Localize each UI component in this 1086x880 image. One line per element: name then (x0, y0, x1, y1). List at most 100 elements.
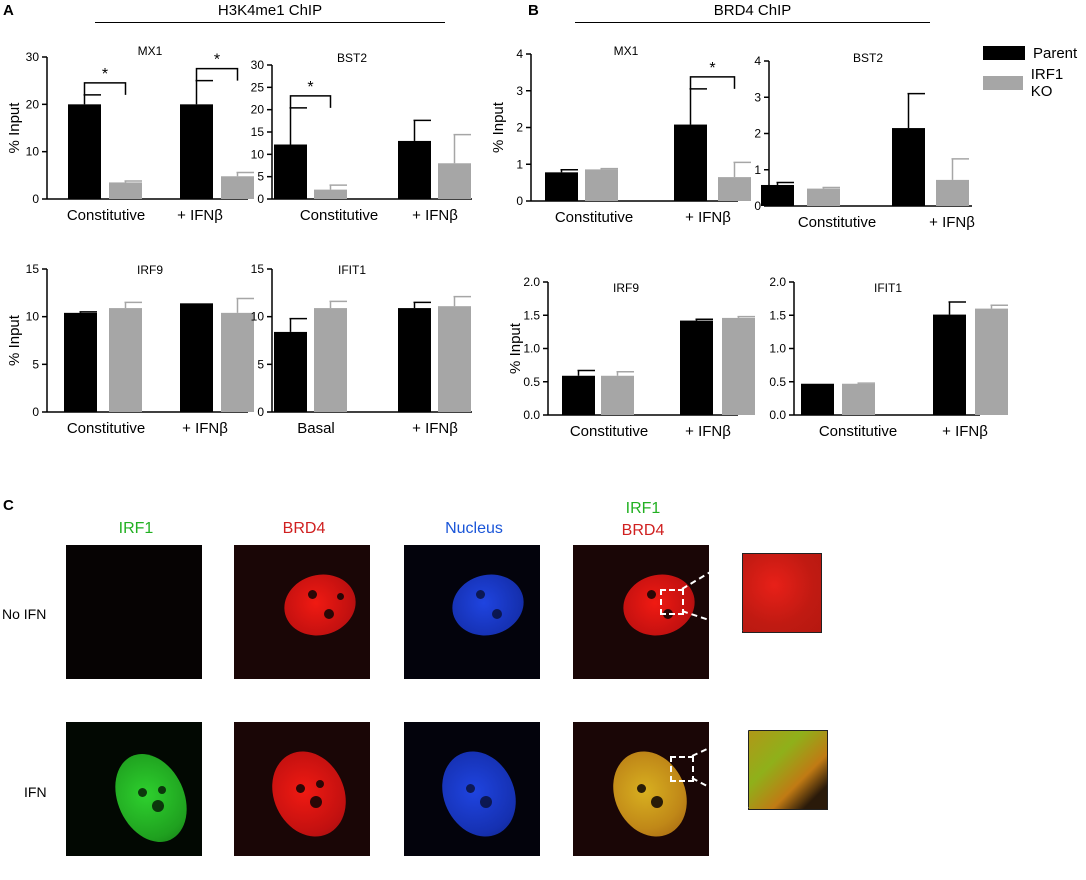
y-tick-label: 5 (32, 357, 39, 371)
chart-title: BST2 (337, 51, 367, 65)
bar (975, 308, 1008, 415)
col-label-nucleus: Nucleus (445, 520, 503, 537)
x-category-label: Constitutive (555, 209, 633, 226)
nucleolus (316, 780, 324, 788)
nucleolus (296, 784, 305, 793)
x-category-label: Constitutive (67, 420, 145, 437)
image-ifn-merge (573, 722, 709, 856)
y-tick-label: 5 (257, 170, 264, 184)
y-tick-label: 4 (516, 47, 523, 61)
significance-bracket (195, 67, 239, 81)
y-tick-label: 1.0 (523, 342, 540, 356)
panel-label-c: C (3, 497, 14, 514)
bar (562, 375, 595, 415)
bar (398, 308, 431, 412)
y-tick-label: 0.5 (523, 375, 540, 389)
panel-a-title: H3K4me1 ChIP (217, 2, 323, 19)
panel-b-title-line (575, 22, 930, 23)
y-tick-label: 1.0 (769, 342, 786, 356)
zoom-region-box (670, 756, 694, 782)
significance-bracket (689, 76, 736, 89)
nucleolus (152, 800, 164, 812)
significance-bracket (83, 82, 127, 95)
y-tick-label: 30 (251, 58, 265, 72)
x-category-label: + IFNβ (412, 207, 458, 224)
legend-swatch-irf1-ko (983, 76, 1023, 90)
panel-label-a: A (3, 2, 14, 19)
nucleolus (308, 590, 317, 599)
y-tick-label: 2 (516, 121, 523, 135)
nucleolus (310, 796, 322, 808)
col-label-merge-irf1: IRF1 (625, 500, 661, 517)
y-tick-label: 3 (754, 90, 761, 104)
col-label-merge-brd4: BRD4 (621, 522, 665, 539)
y-tick-label: 2.0 (769, 275, 786, 289)
y-tick-label: 1 (754, 163, 761, 177)
bar (801, 383, 834, 415)
chart-title: MX1 (138, 44, 163, 58)
panel-a-title-line (95, 22, 445, 23)
bar (438, 163, 471, 199)
bar (68, 104, 101, 199)
y-tick-label: 20 (26, 97, 40, 111)
significance-star: * (214, 52, 220, 69)
col-label-irf1: IRF1 (118, 520, 154, 537)
bar (718, 177, 751, 201)
inset-noifn-zoom (742, 553, 822, 633)
col-label-brd4: BRD4 (282, 520, 326, 537)
bar (601, 375, 634, 415)
nucleolus (158, 786, 166, 794)
x-category-label: + IFNβ (182, 420, 228, 437)
nucleus-shape (428, 739, 530, 849)
y-tick-label: 10 (26, 145, 40, 159)
legend-label-irf1-ko: IRF1 KO (1030, 66, 1064, 100)
x-category-label: Constitutive (798, 214, 876, 231)
x-category-label: + IFNβ (412, 420, 458, 437)
y-tick-label: 2 (754, 127, 761, 141)
panel-label-b: B (528, 2, 539, 19)
image-noifn-merge (573, 545, 709, 679)
nucleolus (651, 796, 663, 808)
y-tick-label: 15 (251, 125, 265, 139)
chart-title: BST2 (853, 51, 883, 65)
x-category-label: Constitutive (570, 423, 648, 440)
nucleolus (492, 609, 502, 619)
legend-item-parent: Parent (983, 38, 1086, 68)
y-tick-label: 15 (26, 262, 40, 276)
bar (180, 303, 213, 412)
bar (842, 383, 875, 415)
chart-title: MX1 (614, 44, 639, 58)
nucleolus (324, 609, 334, 619)
image-ifn-irf1 (66, 722, 202, 856)
bar (274, 331, 307, 412)
zoom-region-box (660, 589, 684, 615)
y-axis-label: % Input (6, 102, 23, 154)
y-tick-label: 0.0 (523, 408, 540, 422)
y-tick-label: 0.5 (769, 375, 786, 389)
chart-title: IFIT1 (338, 263, 366, 277)
y-tick-label: 1.5 (769, 308, 786, 322)
significance-star: * (102, 66, 108, 83)
bar (585, 169, 618, 201)
nucleolus (647, 590, 656, 599)
nucleolus (138, 788, 147, 797)
image-ifn-nucleus (404, 722, 540, 856)
bar (180, 104, 213, 199)
y-tick-label: 4 (754, 54, 761, 68)
nucleolus (337, 593, 344, 600)
nucleus-shape (277, 566, 363, 644)
panel-b-title: BRD4 ChIP (713, 2, 792, 19)
image-ifn-brd4 (234, 722, 370, 856)
nucleus-shape (101, 742, 201, 854)
image-noifn-irf1 (66, 545, 202, 679)
y-axis-label: % Input (6, 314, 23, 366)
y-tick-label: 0 (257, 405, 264, 419)
y-tick-label: 10 (251, 310, 265, 324)
bar (314, 189, 347, 199)
bar (438, 306, 471, 412)
row-label-ifn: IFN (24, 784, 47, 800)
bar (807, 188, 840, 206)
significance-star: * (709, 60, 715, 77)
significance-bracket (289, 95, 332, 108)
nucleus-shape (445, 566, 531, 644)
